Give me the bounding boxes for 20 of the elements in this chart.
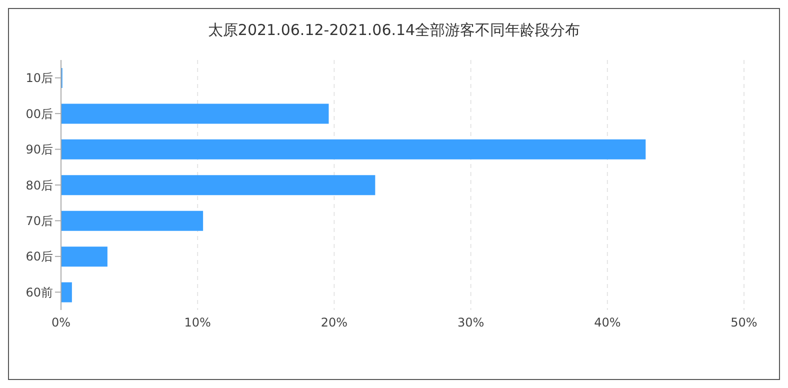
- x-tick-label: 10%: [184, 316, 211, 330]
- y-tick-label: 80后: [26, 178, 53, 192]
- x-tick-label: 20%: [320, 316, 348, 330]
- y-tick-label: 90后: [26, 142, 53, 157]
- x-tick-label: 50%: [730, 316, 758, 330]
- y-tick-label: 10后: [26, 71, 53, 86]
- x-tick-label: 40%: [594, 316, 621, 330]
- bar: [61, 282, 72, 302]
- chart-title: 太原2021.06.12-2021.06.14全部游客不同年龄段分布: [206, 21, 582, 40]
- y-tick-label: 00后: [26, 106, 53, 121]
- bar: [61, 210, 204, 231]
- bar: [61, 246, 108, 267]
- bar: [61, 139, 646, 160]
- y-tick-label: 60后: [26, 250, 53, 264]
- y-tick-label: 70后: [26, 214, 53, 228]
- x-tick-label: 0%: [51, 316, 71, 330]
- x-tick-label: 30%: [457, 316, 484, 330]
- bar: [61, 104, 329, 124]
- bar: [61, 175, 376, 196]
- y-tick-label: 60前: [26, 285, 53, 300]
